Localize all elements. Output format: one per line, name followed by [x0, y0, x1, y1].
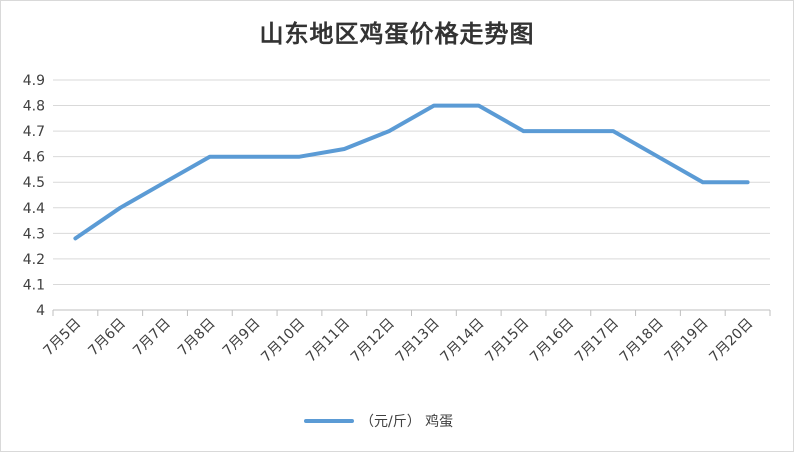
y-tick-label: 4.3: [23, 226, 45, 242]
x-tick-label: 7月11日: [303, 316, 353, 366]
y-tick-label: 4.5: [23, 175, 45, 191]
data-point: [656, 155, 660, 159]
data-point: [611, 129, 615, 133]
y-tick-label: 4.9: [23, 73, 45, 89]
y-axis-ticks: 4 4.1 4.2 4.3 4.4 4.5 4.6 4.7 4.8 4.9: [23, 73, 45, 319]
data-point: [163, 180, 167, 184]
data-point: [118, 206, 122, 210]
data-point: [342, 147, 346, 151]
legend: （元/斤） 鸡蛋: [304, 413, 453, 430]
data-point: [297, 155, 301, 159]
data-point: [253, 155, 257, 159]
series-line: [73, 103, 750, 241]
y-tick-label: 4.2: [23, 252, 45, 268]
x-axis: [52, 309, 771, 316]
y-tick-label: 4.8: [23, 99, 45, 115]
x-tick-label: 7月20日: [706, 316, 756, 366]
x-tick-label: 7月6日: [85, 316, 129, 360]
data-point: [477, 104, 481, 108]
data-point: [566, 129, 570, 133]
y-tick-label: 4: [36, 303, 45, 319]
x-tick-label: 7月5日: [41, 316, 85, 360]
x-tick-label: 7月16日: [527, 316, 577, 366]
data-point: [387, 129, 391, 133]
x-tick-label: 7月9日: [220, 316, 264, 360]
data-point: [522, 129, 526, 133]
legend-label: （元/斤） 鸡蛋: [360, 413, 453, 430]
x-tick-label: 7月8日: [175, 316, 219, 360]
x-tick-label: 7月14日: [438, 316, 488, 366]
y-tick-label: 4.4: [23, 201, 45, 217]
data-point: [73, 236, 77, 240]
data-point: [701, 180, 705, 184]
x-tick-label: 7月19日: [662, 316, 712, 366]
x-tick-label: 7月18日: [617, 316, 667, 366]
y-tick-label: 4.7: [23, 124, 45, 140]
data-point: [432, 104, 436, 108]
x-tick-label: 7月7日: [130, 316, 174, 360]
x-axis-ticks: 7月5日 7月6日 7月7日 7月8日 7月9日7月10日7月11日7月12日7月13日…: [41, 316, 757, 366]
chart-title: 山东地区鸡蛋价格走势图: [259, 19, 535, 48]
data-point: [746, 180, 750, 184]
grid-lines: [53, 79, 770, 285]
x-tick-label: 7月13日: [393, 316, 443, 366]
x-tick-label: 7月15日: [482, 316, 532, 366]
data-point: [208, 155, 212, 159]
x-tick-label: 7月17日: [572, 316, 622, 366]
x-tick-label: 7月10日: [258, 316, 308, 366]
x-tick-label: 7月12日: [348, 316, 398, 366]
y-tick-label: 4.6: [23, 150, 45, 166]
y-tick-label: 4.1: [23, 277, 45, 293]
series-layer: [73, 103, 750, 241]
